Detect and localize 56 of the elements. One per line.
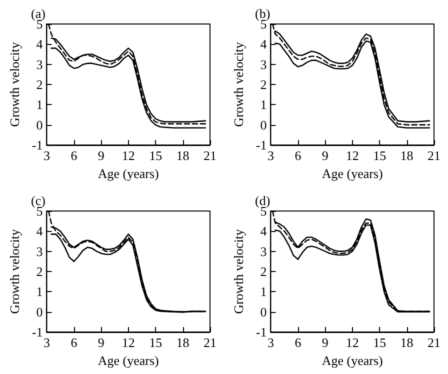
x-tick-label: 6 [294,148,302,163]
x-tick-label: 12 [122,148,135,163]
y-tick-label: 4 [260,36,268,52]
y-tick-label: 2 [260,264,267,279]
y-tick-label: -1 [256,138,267,152]
x-tick-label: 18 [400,148,414,163]
x-tick-label: 15 [373,335,386,350]
y-axis-title: Growth velocity [231,42,246,127]
y-tick-label: -1 [256,324,267,340]
y-tick-label: 4 [36,36,44,52]
y-tick-label: 1 [260,97,267,112]
x-tick-label: 18 [400,335,414,350]
x-tick-label: 6 [70,335,78,350]
y-tick-label: 3 [260,56,267,72]
y-tick-label: -1 [32,324,43,340]
y-tick-label: 2 [36,264,43,279]
x-tick-label: 6 [294,335,302,350]
y-tick-label: 3 [36,56,43,72]
x-tick-label: 9 [98,148,104,163]
x-tick-label: 15 [373,148,386,163]
y-tick-label: 0 [260,117,267,132]
y-tick-label: 4 [36,224,44,239]
x-tick-label: 21 [204,335,216,350]
x-tick-label: 9 [322,335,328,350]
y-tick-label: 3 [36,244,43,259]
x-tick-label: 9 [98,335,104,350]
y-tick-label: 2 [260,77,267,92]
y-tick-label: 1 [36,97,43,112]
y-tick-label: 4 [260,224,268,239]
y-tick-label: 2 [36,77,43,92]
x-tick-label: 21 [428,335,440,350]
y-axis-title: Growth velocity [7,228,22,314]
x-tick-label: 18 [176,335,190,350]
x-axis-title: Age (years) [322,166,383,181]
y-tick-label: -1 [32,138,43,152]
x-tick-label: 21 [428,148,440,163]
x-tick-label: 12 [122,335,135,350]
y-tick-label: 0 [36,304,43,320]
x-tick-label: 6 [70,148,78,163]
x-tick-label: 9 [322,148,328,163]
x-tick-label: 15 [149,335,162,350]
y-tick-label: 1 [36,284,43,300]
x-axis-title: Age (years) [322,352,383,368]
x-tick-label: 12 [346,148,359,163]
y-axis-title: Growth velocity [7,42,22,127]
y-tick-label: 0 [260,304,267,320]
x-tick-label: 18 [176,148,190,163]
x-axis-title: Age (years) [98,166,159,181]
x-axis-title: Age (years) [98,352,159,368]
x-tick-label: 15 [149,148,162,163]
y-tick-label: 3 [260,244,267,259]
y-tick-label: 1 [260,284,267,300]
y-tick-label: 0 [36,117,43,132]
x-tick-label: 21 [204,148,216,163]
x-tick-label: 12 [346,335,359,350]
y-axis-title: Growth velocity [231,228,246,314]
